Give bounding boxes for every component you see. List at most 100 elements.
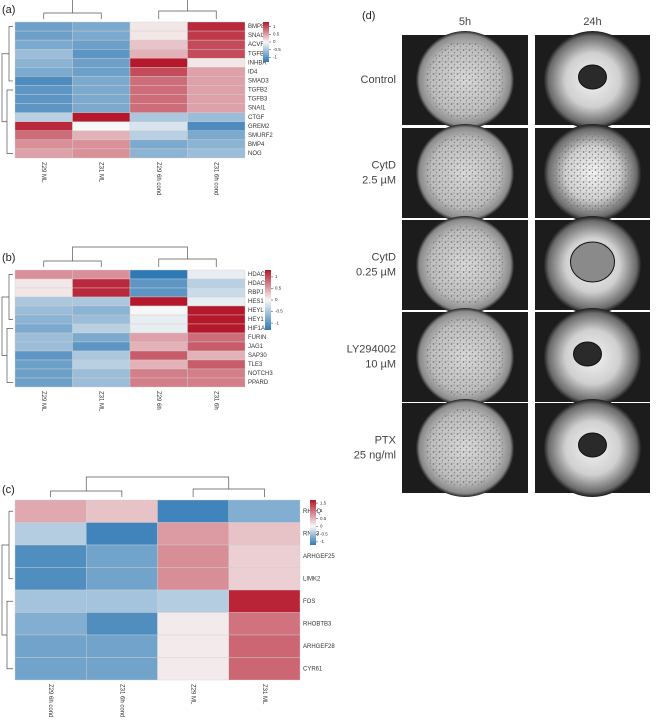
heatmap-cell bbox=[157, 499, 229, 523]
column-label: Z29 6h cond bbox=[155, 162, 161, 195]
colorbar-tick-label: -0.5 bbox=[275, 309, 283, 314]
colorbar bbox=[263, 22, 269, 62]
cells bbox=[553, 133, 632, 213]
row-label: RBPJ bbox=[248, 290, 263, 296]
row-label: 25 ng/ml bbox=[354, 449, 396, 461]
column-label: 5h bbox=[459, 16, 471, 28]
heatmap-cell bbox=[129, 94, 188, 104]
spheroid bbox=[578, 432, 607, 458]
heatmap-cell bbox=[129, 350, 188, 361]
heatmap-cell bbox=[14, 287, 73, 298]
heatmap-cell bbox=[129, 341, 188, 352]
heatmap-cell bbox=[14, 21, 73, 32]
heatmap-cell bbox=[187, 305, 246, 316]
row-dendrogram bbox=[1, 510, 13, 670]
heatmap-cell bbox=[72, 359, 131, 370]
row-label: SMURF2 bbox=[248, 133, 273, 139]
heatmap-cell bbox=[86, 499, 158, 523]
row-label: LIMK2 bbox=[303, 576, 321, 582]
heatmap-cell bbox=[129, 58, 188, 68]
row-dendrogram bbox=[1, 274, 13, 383]
heatmap-cell bbox=[129, 148, 188, 159]
heatmap-cell bbox=[14, 39, 73, 50]
row-label: JAG1 bbox=[248, 344, 264, 350]
heatmap-cell bbox=[86, 522, 158, 546]
heatmap-cell bbox=[14, 305, 73, 316]
heatmap-cell bbox=[129, 296, 188, 307]
row-label: HDAC7 bbox=[248, 281, 269, 287]
column-label: Z29 ML bbox=[40, 391, 46, 412]
heatmap-cell bbox=[129, 359, 188, 370]
heatmap-cell bbox=[72, 323, 131, 334]
heatmap-cell bbox=[129, 305, 188, 316]
row-label: ACVR1 bbox=[248, 42, 269, 48]
heatmap-cell bbox=[187, 359, 246, 370]
heatmap-cell bbox=[157, 589, 229, 613]
heatmap-cell bbox=[187, 130, 246, 141]
heatmap-cell bbox=[187, 278, 246, 289]
heatmap-cell bbox=[129, 130, 188, 141]
heatmap-cell bbox=[228, 657, 301, 681]
heatmap-cell bbox=[72, 305, 131, 316]
row-label: CTGF bbox=[248, 115, 265, 121]
heatmap-cell bbox=[14, 341, 73, 352]
heatmap-cell bbox=[157, 657, 229, 681]
heatmap-cell bbox=[14, 368, 73, 379]
heatmap-cell bbox=[14, 58, 73, 68]
heatmap-cell bbox=[157, 567, 229, 591]
heatmap-cell bbox=[72, 269, 131, 280]
row-label: ARHGEF28 bbox=[303, 644, 335, 650]
column-dendrogram bbox=[43, 246, 217, 267]
heatmap-cell bbox=[14, 567, 87, 591]
row-label: PPARD bbox=[248, 380, 269, 386]
heatmap-cell bbox=[14, 323, 73, 334]
heatmap-cell bbox=[72, 58, 131, 68]
row-label: RHOBTB3 bbox=[303, 621, 332, 627]
heatmap-cell bbox=[129, 76, 188, 86]
heatmap-cell bbox=[187, 314, 246, 325]
heatmap-cell bbox=[228, 544, 301, 568]
heatmap-cell bbox=[14, 121, 73, 131]
heatmap-cell bbox=[14, 612, 87, 636]
row-label: TGFB1 bbox=[248, 51, 268, 57]
heatmap-cell bbox=[14, 85, 73, 95]
row-label: BMP4 bbox=[248, 142, 265, 148]
heatmap-cell bbox=[187, 94, 246, 104]
heatmap-cell bbox=[129, 112, 188, 122]
column-label: Z29 ML bbox=[190, 684, 196, 705]
row-label: LY294002 bbox=[347, 343, 396, 355]
row-label: SNAI1 bbox=[248, 106, 266, 112]
heatmap-cell bbox=[14, 359, 73, 370]
heatmap-cell bbox=[187, 287, 246, 298]
heatmap-cell bbox=[72, 130, 131, 141]
colorbar-tick-label: 1 bbox=[320, 508, 323, 513]
heatmap-cell bbox=[72, 139, 131, 150]
heatmap-cell bbox=[129, 278, 188, 289]
cells bbox=[425, 133, 505, 213]
row-label: GREM2 bbox=[248, 124, 270, 130]
heatmap-cell bbox=[14, 103, 73, 113]
row-label: FURIN bbox=[248, 335, 266, 341]
heatmap-cell bbox=[14, 67, 73, 77]
row-label: 0.25 µM bbox=[356, 266, 396, 278]
heatmap-cell bbox=[187, 341, 246, 352]
heatmap-cell bbox=[157, 612, 229, 636]
heatmap-cell bbox=[14, 76, 73, 86]
heatmap-cell bbox=[14, 296, 73, 307]
row-dendrogram bbox=[1, 26, 13, 154]
row-label: HES1 bbox=[248, 299, 264, 305]
heatmap-cell bbox=[14, 130, 73, 141]
colorbar-tick-label: -0.5 bbox=[320, 531, 328, 536]
heatmap-cell bbox=[129, 103, 188, 113]
heatmap-cell bbox=[72, 85, 131, 95]
heatmap-cell bbox=[187, 350, 246, 361]
row-label: ID4 bbox=[248, 69, 258, 75]
heatmap-cell bbox=[86, 612, 158, 636]
heatmap-cell bbox=[14, 139, 73, 150]
column-label: Z31 ML bbox=[98, 162, 104, 183]
heatmap-cell bbox=[14, 278, 73, 289]
heatmap-cell bbox=[129, 49, 188, 59]
heatmap-cell bbox=[72, 67, 131, 77]
heatmap-cell bbox=[129, 67, 188, 77]
